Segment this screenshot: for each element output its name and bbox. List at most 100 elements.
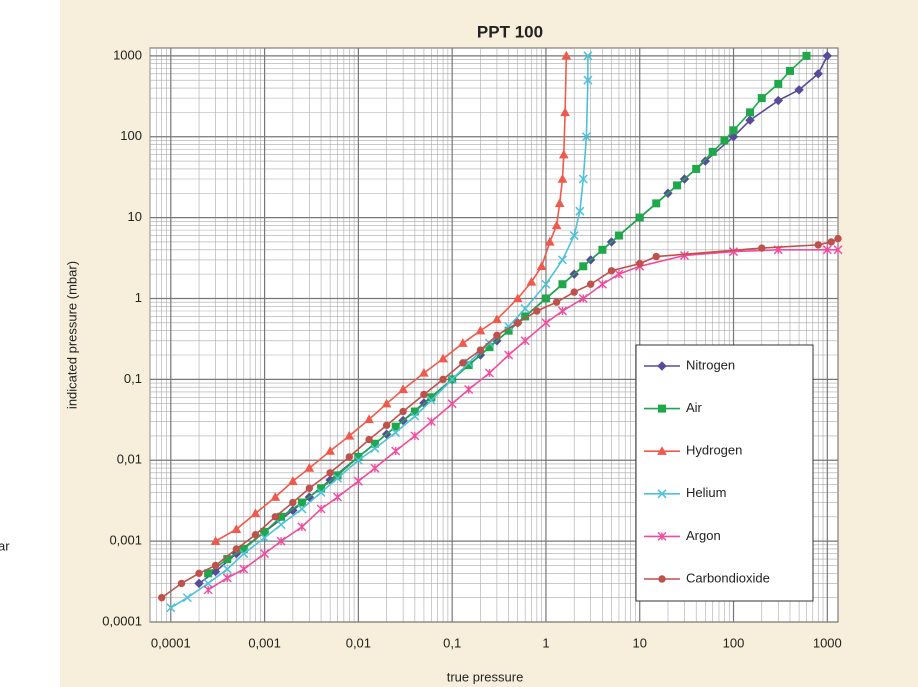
data-point <box>382 421 391 430</box>
data-point <box>365 435 373 444</box>
legend-label: Helium <box>686 485 726 500</box>
data-point <box>398 384 408 394</box>
data-point <box>333 492 343 502</box>
data-point <box>614 231 623 240</box>
y-axis-label: indicated pressure (mbar) <box>64 261 79 409</box>
data-point <box>514 319 522 327</box>
data-point <box>598 245 607 254</box>
data-point <box>774 79 783 88</box>
data-point <box>484 368 494 378</box>
data-point <box>288 505 298 516</box>
data-point <box>203 585 213 595</box>
data-point <box>353 476 363 486</box>
data-point <box>583 51 593 61</box>
series-line <box>170 55 589 609</box>
data-point <box>692 164 701 173</box>
data-point <box>533 307 541 315</box>
data-point <box>541 318 551 328</box>
data-point <box>297 504 307 514</box>
data-point <box>420 390 428 399</box>
y-tick-label: 0,0001 <box>102 613 142 628</box>
chart-title: PPT 100 <box>477 22 543 41</box>
data-point <box>561 50 572 60</box>
data-point <box>426 395 436 405</box>
data-point <box>541 294 550 303</box>
data-point <box>410 431 420 441</box>
data-point <box>493 331 501 340</box>
x-tick-label: 10 <box>633 635 647 650</box>
data-point <box>166 603 176 613</box>
x-tick-label: 0,1 <box>443 635 461 650</box>
data-point <box>802 51 811 60</box>
data-point <box>316 487 326 497</box>
legend-box <box>635 344 814 602</box>
data-point <box>773 95 783 106</box>
data-point <box>520 336 530 346</box>
data-point <box>250 508 261 518</box>
data-point <box>260 533 270 543</box>
data-point <box>447 374 457 384</box>
data-point <box>679 250 689 260</box>
data-point <box>560 107 570 117</box>
data-point <box>583 75 593 85</box>
data-point <box>827 238 835 246</box>
y-tick-label: 0,001 <box>109 533 142 548</box>
data-point <box>657 446 667 455</box>
data-point <box>575 206 585 216</box>
data-point <box>231 524 242 534</box>
data-point <box>194 578 204 589</box>
data-point <box>222 573 232 583</box>
data-point <box>614 269 624 279</box>
data-point <box>305 484 314 492</box>
data-point <box>222 564 232 574</box>
legend-label: Argon <box>686 528 721 543</box>
data-point <box>652 252 660 261</box>
data-point <box>297 498 306 507</box>
data-point <box>526 276 537 286</box>
data-point <box>475 325 486 335</box>
data-point <box>287 476 298 485</box>
data-point <box>544 236 555 246</box>
data-point <box>381 398 392 408</box>
data-point <box>673 181 682 190</box>
data-point <box>203 578 213 588</box>
data-point <box>333 473 343 483</box>
data-point <box>353 455 363 465</box>
data-point <box>758 244 766 252</box>
y-tick-label: 0,01 <box>117 452 142 467</box>
x-tick-label: 0,001 <box>248 635 281 650</box>
data-point <box>785 66 794 75</box>
data-point <box>391 446 401 456</box>
data-point <box>504 350 514 360</box>
data-point <box>391 422 400 431</box>
data-point <box>260 527 269 536</box>
data-point <box>276 520 286 530</box>
data-point <box>239 544 248 553</box>
x-tick-label: 1000 <box>813 635 842 650</box>
data-point <box>512 293 523 303</box>
data-point <box>438 353 448 363</box>
data-point <box>399 407 407 416</box>
data-point <box>557 255 567 265</box>
y-tick-label: 100 <box>120 128 142 143</box>
data-point <box>558 149 569 159</box>
data-point <box>557 306 567 316</box>
data-point <box>271 513 279 521</box>
data-point <box>177 579 186 588</box>
data-point <box>370 443 380 453</box>
data-point <box>211 561 220 570</box>
y-tick-label: 1 <box>135 290 142 305</box>
x-tick-label: 0,01 <box>346 635 371 650</box>
data-point <box>325 445 335 455</box>
data-point <box>439 375 447 384</box>
x-tick-label: 0,0001 <box>151 635 191 650</box>
data-point <box>276 536 286 546</box>
data-point <box>297 522 307 532</box>
data-point <box>578 293 588 303</box>
data-point <box>239 564 249 574</box>
data-point <box>729 126 738 135</box>
y-tick-label: 10 <box>128 209 142 224</box>
data-point <box>581 132 591 142</box>
data-point <box>822 245 832 255</box>
